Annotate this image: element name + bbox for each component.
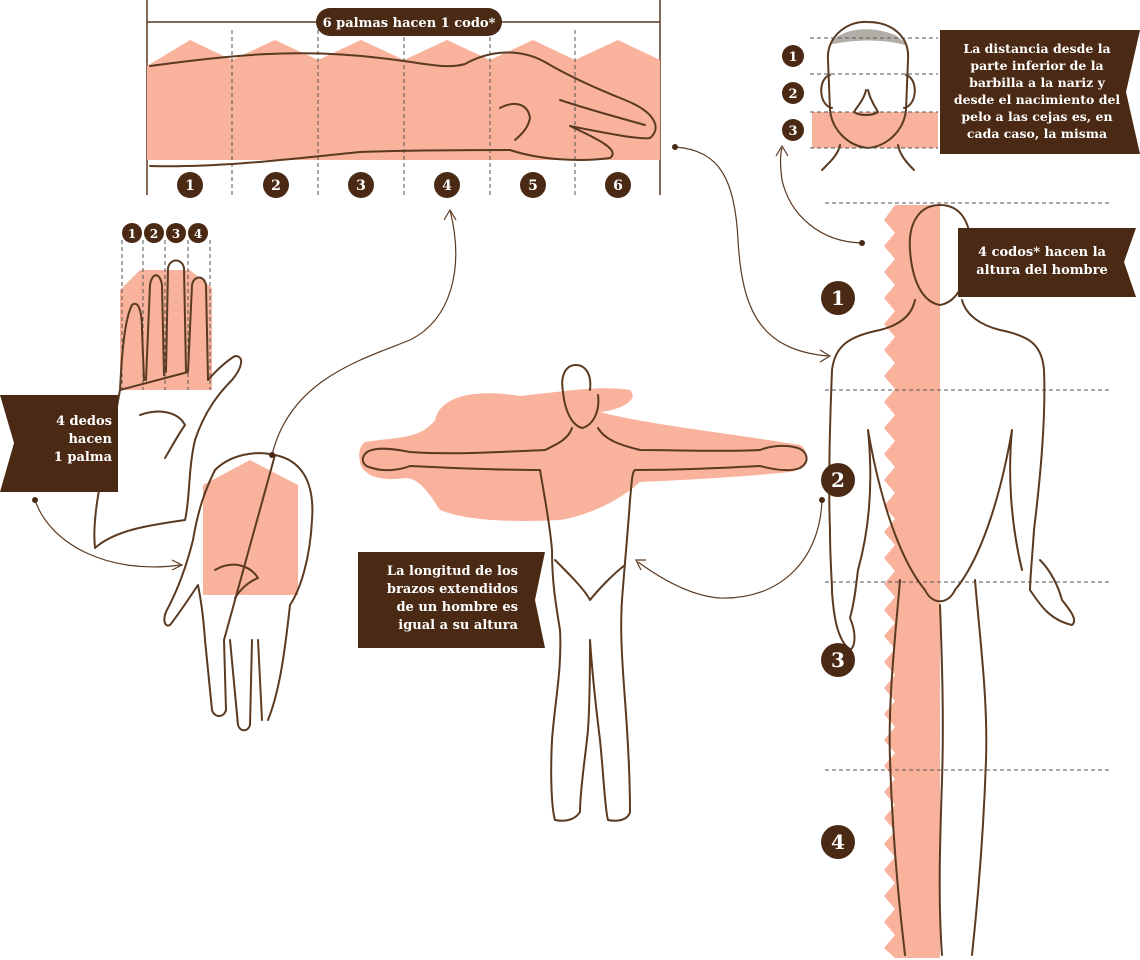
- arms-label-box: [358, 552, 545, 648]
- lower-palm-salmon: [203, 460, 298, 595]
- face-salmon: [812, 112, 938, 148]
- height-number-3: 3: [831, 648, 845, 672]
- height-number-1: 1: [831, 286, 845, 310]
- finger-number-4: 4: [194, 227, 202, 241]
- finger-number-3: 3: [172, 227, 180, 241]
- lower-hand-outline: [163, 452, 314, 732]
- arm-span-salmon: [359, 388, 806, 521]
- elbow-palm-numbers: 1 2 3 4 5 6: [177, 172, 631, 198]
- height-number-4: 4: [831, 830, 845, 854]
- forearm-outline: [149, 51, 657, 168]
- height-label: 4 codos* hacen la altura del hombre: [962, 244, 1122, 280]
- arms-label-line-1: La longitud de los: [386, 564, 518, 579]
- height-to-arms-arrow: [637, 499, 823, 599]
- face-numbers: 1 2 3: [782, 45, 804, 141]
- finger-dividers: [121, 240, 211, 390]
- palm-label-line-1: 4 dedos: [55, 414, 112, 429]
- finger-number-1: 1: [128, 227, 136, 241]
- height-numbers: 1 2 3 4: [821, 281, 855, 859]
- face-label-line-2: parte inferior de la: [970, 58, 1104, 73]
- face-label-line-4: desde el nacimiento del: [953, 92, 1121, 107]
- face-label-line-6: cada caso, la misma: [966, 126, 1108, 141]
- face-dividers: [810, 37, 938, 149]
- elbow-palm-number-2: 2: [271, 178, 281, 194]
- palm-label-line-3: 1 palma: [53, 450, 112, 465]
- palm-measure-group: 1 2 3 4: [0, 208, 457, 732]
- height-label-line-1: 4 codos* hacen la: [978, 245, 1106, 260]
- height-to-face-arrow: [779, 147, 863, 244]
- elbow-palm-number-4: 4: [442, 178, 452, 194]
- arm-span-group: [358, 364, 825, 822]
- finger-numbers: 1 2 3 4: [122, 223, 208, 243]
- height-dividers: [825, 202, 1110, 771]
- upper-hand-outline: [93, 259, 243, 549]
- hand-to-elbow-arrow: [271, 209, 457, 456]
- palm-to-hand-arrow: [34, 499, 181, 568]
- face-number-1: 1: [788, 50, 797, 65]
- standing-figure-outline: [828, 204, 1076, 956]
- face-label-line-1: La distancia desde la: [963, 41, 1111, 56]
- face-label-line-5: pelo a las cejas es, en: [961, 109, 1113, 124]
- face-measure-group: 1 2 3: [775, 20, 1140, 246]
- elbow-palm-number-5: 5: [528, 178, 538, 194]
- elbow-palm-number-6: 6: [613, 178, 623, 194]
- face-number-2: 2: [788, 87, 797, 102]
- elbow-title-pill: [316, 8, 502, 36]
- face-outline: [826, 20, 910, 149]
- palm-label: 4 dedos hacen 1 palma: [14, 413, 112, 467]
- palm-label-line-2: hacen: [68, 432, 112, 447]
- elbow-palm-number-1: 1: [185, 178, 195, 194]
- face-label-line-3: barbilla a la nariz y: [969, 75, 1105, 90]
- face-label-box: [940, 30, 1140, 154]
- palm-label-box: [0, 395, 118, 492]
- elbow-to-height-arrow: [674, 146, 829, 357]
- height-number-2: 2: [831, 468, 845, 492]
- elbow-palm-number-3: 3: [356, 178, 366, 194]
- elbow-title: 6 palmas hacen 1 codo*: [323, 16, 496, 31]
- arm-span-figure-outline: [361, 364, 808, 822]
- arms-label-line-4: igual a su altura: [398, 618, 518, 633]
- arms-label: La longitud de los brazos extendidos de …: [362, 563, 518, 635]
- height-label-line-2: altura del hombre: [976, 263, 1108, 278]
- arms-label-line-2: brazos extendidos: [386, 582, 518, 597]
- height-label-box: [958, 228, 1136, 300]
- finger-number-2: 2: [150, 227, 158, 241]
- height-measure-group: 1 2 3 4: [672, 144, 1136, 958]
- arms-label-line-3: de un hombre es: [396, 600, 518, 615]
- face-label: La distancia desde la parte inferior de …: [946, 40, 1128, 142]
- face-number-3: 3: [788, 124, 797, 139]
- hairline-shade: [829, 29, 905, 45]
- elbow-measure-group: 6 palmas hacen 1 codo* 1 2 3 4 5 6: [146, 0, 661, 198]
